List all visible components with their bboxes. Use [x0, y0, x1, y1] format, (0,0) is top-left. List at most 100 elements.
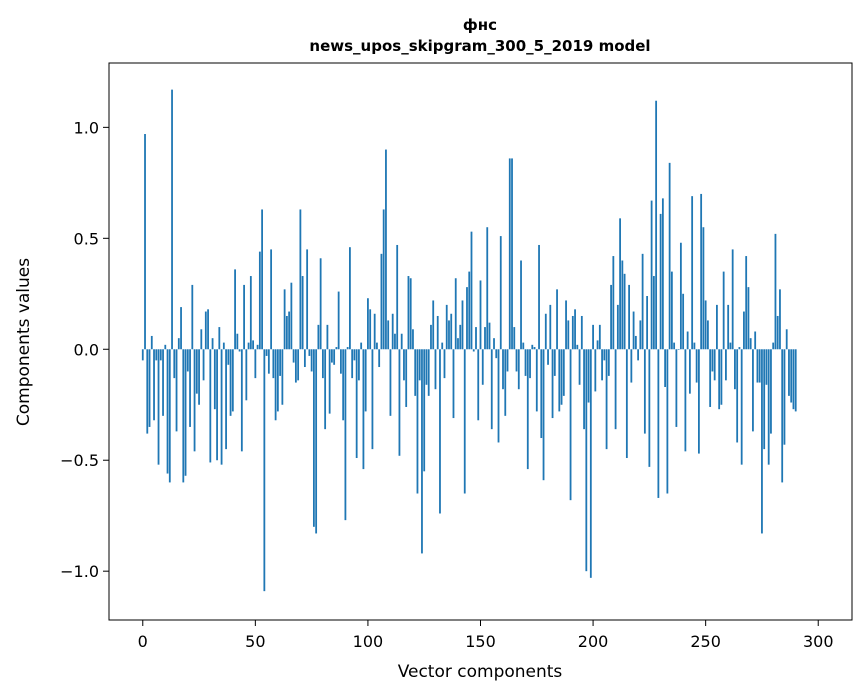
bar — [148, 349, 151, 427]
bar — [722, 271, 725, 350]
bar — [594, 349, 597, 392]
bar — [758, 349, 761, 383]
x-tick-label: 0 — [138, 632, 148, 651]
bar — [589, 349, 592, 578]
bar — [346, 347, 349, 350]
bar — [625, 349, 628, 459]
bar — [619, 218, 621, 350]
bar — [294, 349, 297, 383]
bar — [171, 89, 173, 350]
bar — [666, 349, 669, 494]
bar — [222, 342, 225, 350]
bar — [468, 271, 471, 350]
bar — [380, 253, 383, 350]
bar — [328, 349, 331, 414]
bar — [229, 349, 232, 416]
bar — [427, 349, 430, 396]
bar — [506, 349, 509, 372]
bar — [189, 349, 191, 427]
bar — [623, 273, 626, 350]
bar — [610, 284, 612, 350]
bar — [403, 349, 405, 381]
bar — [389, 349, 392, 416]
bar — [747, 287, 750, 350]
bar — [243, 284, 245, 350]
bar — [484, 327, 486, 350]
bar — [756, 349, 759, 383]
bar — [267, 349, 270, 374]
bar — [713, 349, 716, 381]
bar — [524, 349, 527, 376]
bar — [191, 284, 194, 350]
bar — [430, 324, 432, 350]
bar — [720, 349, 723, 405]
bar — [452, 349, 455, 419]
bar — [522, 342, 525, 350]
bar — [252, 340, 254, 350]
bar — [349, 247, 351, 350]
bar — [459, 324, 462, 350]
bar — [240, 349, 243, 452]
bar — [580, 315, 583, 350]
bar — [727, 304, 730, 350]
bar — [549, 304, 552, 350]
bar — [779, 289, 781, 350]
bar — [495, 349, 498, 359]
bar — [499, 236, 502, 350]
bars-group — [141, 89, 797, 592]
bar — [412, 329, 414, 350]
bar — [236, 333, 239, 350]
bar — [533, 347, 536, 350]
bar — [367, 298, 369, 350]
bar — [173, 349, 176, 379]
bar — [425, 349, 428, 385]
bar — [362, 349, 365, 470]
bar — [511, 158, 513, 350]
bar — [517, 349, 520, 390]
bar — [324, 349, 327, 430]
bar — [168, 349, 171, 483]
bar — [675, 349, 678, 427]
bar — [245, 349, 248, 401]
bar — [648, 349, 651, 467]
bar — [331, 349, 333, 363]
bar — [774, 233, 777, 350]
bar — [204, 311, 207, 350]
bar — [315, 349, 318, 534]
bar — [679, 242, 682, 350]
y-axis-label: Components values — [14, 258, 34, 426]
bar — [540, 349, 543, 439]
bar — [576, 344, 579, 350]
x-tick-label: 100 — [353, 632, 384, 651]
bar — [569, 349, 572, 501]
x-axis-label: Vector components — [398, 662, 563, 682]
bar — [443, 349, 446, 379]
bar — [716, 304, 718, 350]
bar — [788, 349, 790, 396]
bar — [707, 320, 709, 350]
bar — [207, 309, 209, 350]
bar — [718, 349, 721, 410]
bar — [175, 349, 178, 432]
bar — [256, 344, 259, 350]
bar — [734, 349, 736, 390]
bar — [544, 313, 547, 350]
bar — [754, 331, 757, 350]
bar — [661, 198, 664, 350]
bar — [202, 349, 205, 381]
bar — [369, 309, 372, 350]
bar — [772, 342, 775, 350]
bar — [157, 349, 160, 465]
bar — [486, 227, 489, 350]
y-tick-label: −0.5 — [60, 451, 99, 470]
bar — [770, 349, 772, 434]
bar — [312, 349, 315, 527]
bar — [621, 260, 624, 350]
bar — [488, 322, 491, 350]
bar — [677, 349, 680, 350]
y-tick-label: −1.0 — [60, 562, 99, 581]
bar — [220, 349, 223, 465]
bar — [553, 349, 556, 376]
bar — [461, 300, 464, 350]
bar — [616, 304, 619, 350]
